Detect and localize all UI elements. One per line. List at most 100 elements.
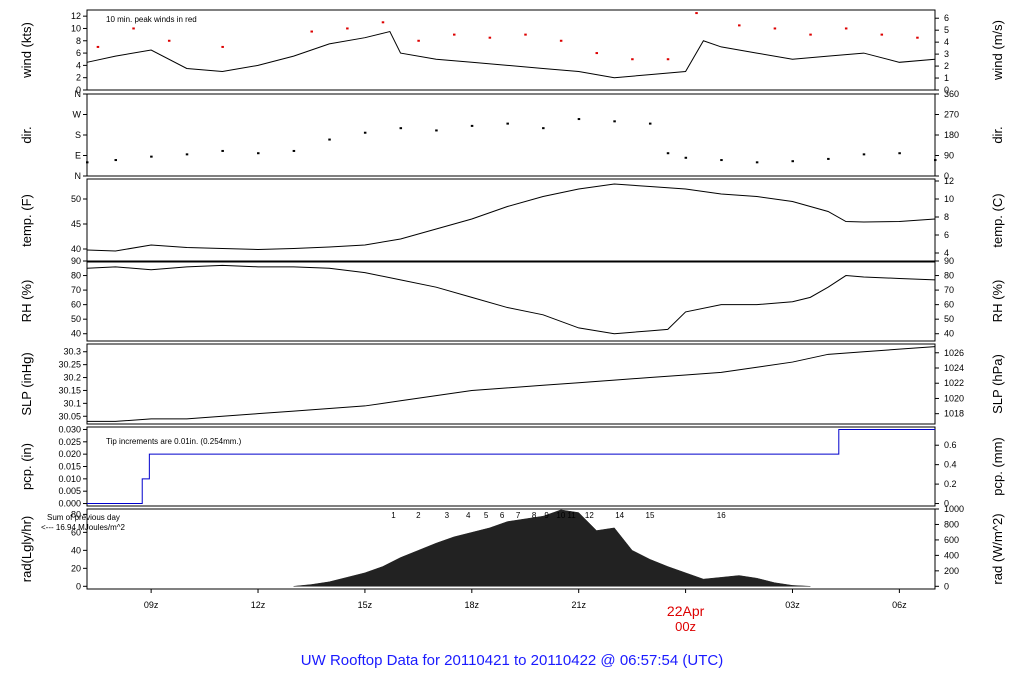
temp-right-tick-label: 12: [944, 176, 954, 186]
x-axis-tick-label: 18z: [465, 600, 480, 610]
dir-series-0-point: [542, 127, 545, 130]
dir-left-tick-label: W: [73, 110, 82, 120]
pcp-left-tick-label: 0.025: [58, 437, 81, 447]
wind-series-1-point: [132, 27, 135, 30]
page-title: UW Rooftop Data for 20110421 to 20110422…: [300, 652, 724, 669]
wind-left-tick-label: 6: [76, 48, 81, 58]
wind-series-1-point: [595, 52, 599, 55]
slp-frame: [86, 343, 936, 425]
wind-series-1-point: [381, 21, 385, 24]
rh-frame: [86, 260, 936, 342]
x-axis-tick-label: 12z: [251, 600, 266, 610]
dir-series-0-point: [257, 152, 260, 155]
rad-hour-marker: 15: [646, 511, 655, 520]
dir-right-tick-label: 180: [944, 130, 959, 140]
wind-right-tick-label: 4: [944, 37, 949, 47]
x-axis-tick-label: 21z: [571, 600, 586, 610]
rh-right-tick-label: 90: [944, 256, 954, 266]
dir-series-0-point: [613, 120, 616, 123]
rad-left-tick-label: 40: [71, 545, 81, 555]
rh-left-axis-label: RH (%): [19, 280, 34, 323]
temp-right-tick-label: 10: [944, 194, 954, 204]
rad-right-tick-label: 800: [944, 519, 959, 529]
temp-right-tick-label: 6: [944, 230, 949, 240]
temp-left-tick-label: 50: [71, 194, 81, 204]
pcp-right-tick-label: 0.6: [944, 440, 957, 450]
rad-hour-marker: 5: [484, 511, 489, 520]
slp-right-axis-label: SLP (hPa): [990, 354, 1005, 414]
rad-hour-marker: 7: [516, 511, 521, 520]
rad-hour-marker: 10: [556, 511, 565, 520]
rad-left-tick-label: 20: [71, 563, 81, 573]
dir-left-tick-label: N: [75, 89, 82, 99]
pcp-right-tick-label: 0.4: [944, 460, 957, 470]
dir-left-axis-label: dir.: [19, 126, 34, 143]
wind-series-1-point: [221, 45, 224, 48]
rh-right-axis-label: RH (%): [990, 280, 1005, 323]
wind-series-1-point: [631, 58, 634, 61]
dir-left-tick-label: N: [75, 171, 82, 181]
rh-series-0: [86, 264, 936, 335]
pcp-left-tick-label: 0.005: [58, 486, 81, 496]
wind-series-1-point: [773, 27, 777, 30]
rad-left-tick-label: 80: [71, 509, 81, 519]
dir-series-0-point: [435, 129, 438, 132]
rad-hour-marker: 9: [544, 511, 549, 520]
temp-series-0: [86, 183, 936, 252]
slp-left-tick-label: 30.2: [63, 373, 81, 383]
rad-hour-marker: 11: [567, 511, 576, 520]
rh-right-tick-label: 60: [944, 300, 954, 310]
rh-right-tick-label: 40: [944, 329, 954, 339]
dir-series-0-point: [648, 122, 652, 125]
rad-hour-marker: 14: [615, 511, 624, 520]
wind-series-1-point: [916, 36, 919, 39]
x-axis-tick-label: 03z: [785, 600, 800, 610]
slp-left-tick-label: 30.25: [58, 360, 81, 370]
wind-annotation: 10 min. peak winds in red: [106, 15, 197, 24]
pcp-panel: 0.000 0.005 0.010 0.015 0.020 0.025 0.030 0 0.2 0…: [19, 424, 1005, 508]
rad-right-axis-label: rad (W/m^2): [990, 513, 1005, 584]
wind-frame: [86, 9, 936, 91]
dir-right-tick-label: 90: [944, 151, 954, 161]
dir-series-0-point: [86, 161, 89, 164]
pcp-right-tick-label: 0.2: [944, 479, 957, 489]
pcp-left-tick-label: 0.015: [58, 462, 81, 472]
dir-series-0-point: [150, 155, 153, 158]
dir-right-axis-label: dir.: [990, 126, 1005, 143]
slp-left-tick-label: 30.3: [63, 347, 81, 357]
dir-series-0-point: [470, 124, 474, 127]
rad-frame: [86, 508, 936, 590]
wind-series-1-point: [666, 58, 670, 61]
rad-right-tick-label: 200: [944, 566, 959, 576]
wind-left-tick-label: 4: [76, 60, 81, 70]
wind-left-tick-label: 12: [71, 11, 81, 21]
rad-right-tick-label: 600: [944, 535, 959, 545]
rad-right-tick-label: 0: [944, 581, 949, 591]
rad-annotation-line: Sum of previous day: [47, 513, 120, 522]
wind-series-1-point: [96, 45, 100, 48]
wind-series-1-point: [417, 39, 420, 42]
rad-hour-marker: 8: [532, 511, 537, 520]
wind-right-tick-label: 5: [944, 25, 949, 35]
x-axis-tick-label: 15z: [358, 600, 373, 610]
wind-series-1-point: [809, 33, 812, 36]
wind-series-1-point: [310, 30, 313, 33]
wind-series-1-point: [488, 36, 492, 39]
rh-right-tick-label: 50: [944, 314, 954, 324]
wind-series-1-point: [695, 12, 698, 15]
dir-series-0-point: [862, 153, 866, 156]
wind-right-tick-label: 6: [944, 13, 949, 23]
temp-left-axis-label: temp. (F): [19, 194, 34, 247]
wind-right-tick-label: 0: [944, 85, 949, 95]
dir-series-0-point: [666, 152, 670, 155]
temp-panel: 40 45 50 4 6 8 10 12 temp. (F) temp. (C): [19, 176, 1005, 263]
temp-left-tick-label: 45: [71, 219, 81, 229]
dir-series-0-point: [114, 159, 118, 162]
slp-left-axis-label: SLP (inHg): [19, 352, 34, 415]
dir-series-0-point: [898, 152, 901, 155]
dir-series-0-point: [221, 149, 224, 152]
pcp-right-axis-label: pcp. (mm): [990, 437, 1005, 496]
pcp-series-0: [87, 428, 935, 505]
x-axis-day-label: 22Apr: [667, 603, 705, 619]
